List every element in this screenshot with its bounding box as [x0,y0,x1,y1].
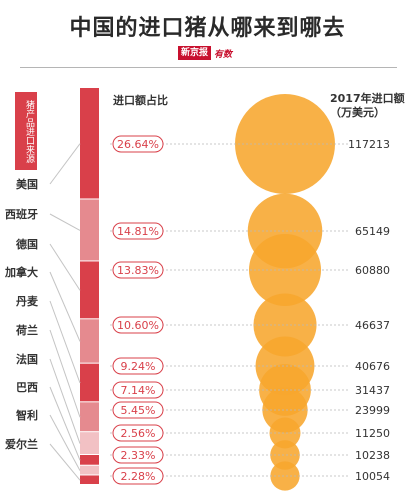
share-label-pill [112,424,164,442]
country-label: 荷兰 [15,323,38,337]
share-label: 2.33% [121,449,156,462]
country-connector [49,358,81,444]
share-bar-segment [80,88,99,199]
amount-label: 10238 [355,449,390,462]
chart-title: 中国的进口猪从哪来到哪去 [69,16,346,41]
country-connector [49,143,81,185]
share-bar-segment [80,363,99,402]
share-label-pill [112,222,164,240]
share-label-pill [112,261,164,279]
share-label-pill [112,446,164,464]
amount-label: 60880 [355,264,390,277]
country-connector [49,386,81,461]
share-bar-segment [80,261,99,319]
share-label: 9.24% [121,360,156,373]
country-label: 爱尔兰 [5,437,38,451]
share-label: 7.14% [121,384,156,397]
brand-mark: 新京报 [178,46,212,60]
share-bar-segment [80,402,99,432]
amount-bubble [235,94,335,194]
share-label-pill [112,381,164,399]
amount-bubble [269,417,301,449]
country-connector [49,213,81,231]
side-label: 猪产品进口来源 [15,92,37,170]
country-label: 巴西 [16,381,38,394]
share-bar-segment [80,199,99,261]
share-label-pill [112,135,164,153]
share-bar-segment [80,319,99,363]
share-label-pill [112,467,164,485]
share-bar-segment [80,455,99,465]
country-connector [49,443,81,481]
amount-header: 2017年进口额（万美元） [330,92,405,119]
share-label: 14.81% [117,225,159,238]
country-label: 加拿大 [4,265,38,279]
share-label: 2.56% [121,427,156,440]
amount-label: 11250 [355,427,390,440]
amount-bubble [270,440,300,470]
share-bar-segment [80,432,99,454]
title-divider [20,67,397,68]
amount-label: 65149 [355,225,390,238]
share-label: 2.28% [121,470,156,483]
share-bar-segment [80,475,99,484]
brand-name: 有数 [214,49,233,60]
country-label: 美国 [16,177,38,191]
amount-bubble [253,293,317,357]
brand-logo: 新京报 有数 [178,45,232,61]
amount-label: 46637 [355,319,390,332]
amount-label: 10054 [355,470,390,483]
amount-label: 40676 [355,360,390,373]
amount-bubble [262,387,308,433]
country-label: 法国 [16,352,38,366]
share-label-pill [112,316,164,334]
share-label: 13.83% [117,264,159,277]
country-label: 智利 [16,408,38,422]
country-label: 丹麦 [16,294,39,308]
share-bar-segment [80,465,99,475]
share-label: 10.60% [117,319,159,332]
share-label: 5.45% [121,404,156,417]
amount-bubble [270,461,300,491]
amount-label: 23999 [355,404,390,417]
amount-bubble [248,233,322,307]
share-label-pill [112,401,164,419]
country-label: 西班牙 [5,207,38,221]
country-connector [49,414,81,471]
country-label: 德国 [15,237,38,251]
share-label-pill [112,357,164,375]
country-connector [49,243,81,291]
country-connector [49,329,81,418]
amount-label: 31437 [355,384,390,397]
share-header: 进口额占比 [113,94,168,107]
share-label: 26.64% [117,138,159,151]
amount-label: 117213 [348,138,390,151]
country-connector [49,300,81,384]
country-connector [49,271,81,342]
